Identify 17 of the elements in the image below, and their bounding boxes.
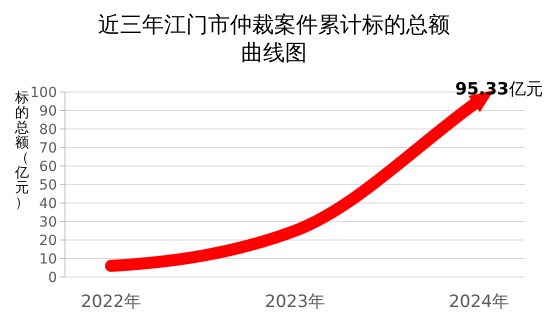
y-tick-label: 70	[39, 140, 57, 156]
y-tick-label: 60	[39, 159, 57, 175]
y-tick-label: 40	[39, 196, 57, 212]
y-tick-label: 50	[39, 178, 57, 194]
x-tick-label: 2022年	[80, 292, 142, 312]
y-tick-label: 10	[39, 252, 57, 268]
y-tick-label: 80	[39, 122, 57, 138]
chart-title: 近三年江门市仲裁案件累计标的总额曲线图	[98, 13, 450, 66]
y-axis-title: 标的总额（亿元）	[14, 90, 29, 211]
y-tick-label: 30	[39, 214, 57, 230]
x-tick-label: 2024年	[448, 292, 510, 312]
y-tick-label: 20	[39, 233, 57, 249]
x-tick-label: 2023年	[264, 292, 326, 312]
y-tick-label: 0	[48, 270, 57, 286]
y-tick-label: 100	[30, 85, 57, 101]
data-label: 95.33亿元	[455, 80, 543, 100]
y-tick-label: 90	[39, 104, 57, 120]
